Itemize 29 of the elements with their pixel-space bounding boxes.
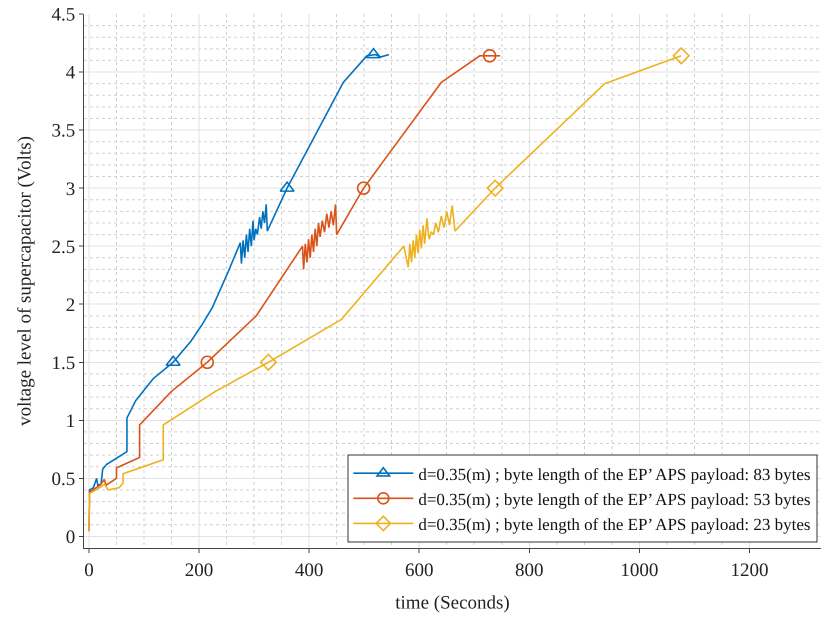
point (356, 181, 370, 195)
legend-label: d=0.35(m) ; byte length of the EP’ APS payload: 53 bytes (418, 490, 811, 509)
x-axis-title: time (Seconds) (395, 592, 510, 614)
y-tick-label: 0 (66, 527, 76, 548)
x-tick-label: 800 (515, 560, 544, 581)
x-tick-label: 1000 (620, 560, 658, 581)
point (260, 354, 277, 371)
point (482, 48, 496, 63)
x-tick-label: 1200 (730, 560, 768, 581)
y-tick-label: 3.5 (51, 120, 76, 142)
x-tick-label: 400 (294, 560, 324, 581)
legend-label: d=0.35(m) ; byte length of the EP’ APS payload: 83 bytes (418, 464, 811, 484)
y-tick-label: 2.5 (51, 236, 76, 258)
y-tick-label: 4 (66, 62, 76, 84)
y-axis-title: voltage level of supercapacitor (Volts) (14, 136, 36, 426)
y-tick-label: 1.5 (51, 352, 76, 374)
point (165, 355, 181, 366)
y-tick-label: 1 (66, 410, 76, 432)
legend-label: d=0.35(m) ; byte length of the EP’ APS payload: 23 bytes (418, 515, 811, 534)
x-tick-label: 200 (184, 560, 214, 581)
y-tick-label: 3 (66, 178, 76, 200)
y-tick-label: 0.5 (51, 469, 76, 490)
point (486, 180, 504, 197)
point (672, 47, 690, 64)
y-tick-label: 4.5 (51, 4, 76, 26)
x-tick-label: 600 (404, 560, 434, 581)
x-tick-label: 0 (84, 560, 94, 581)
y-tick-label: 2 (66, 294, 76, 316)
point (200, 355, 214, 370)
